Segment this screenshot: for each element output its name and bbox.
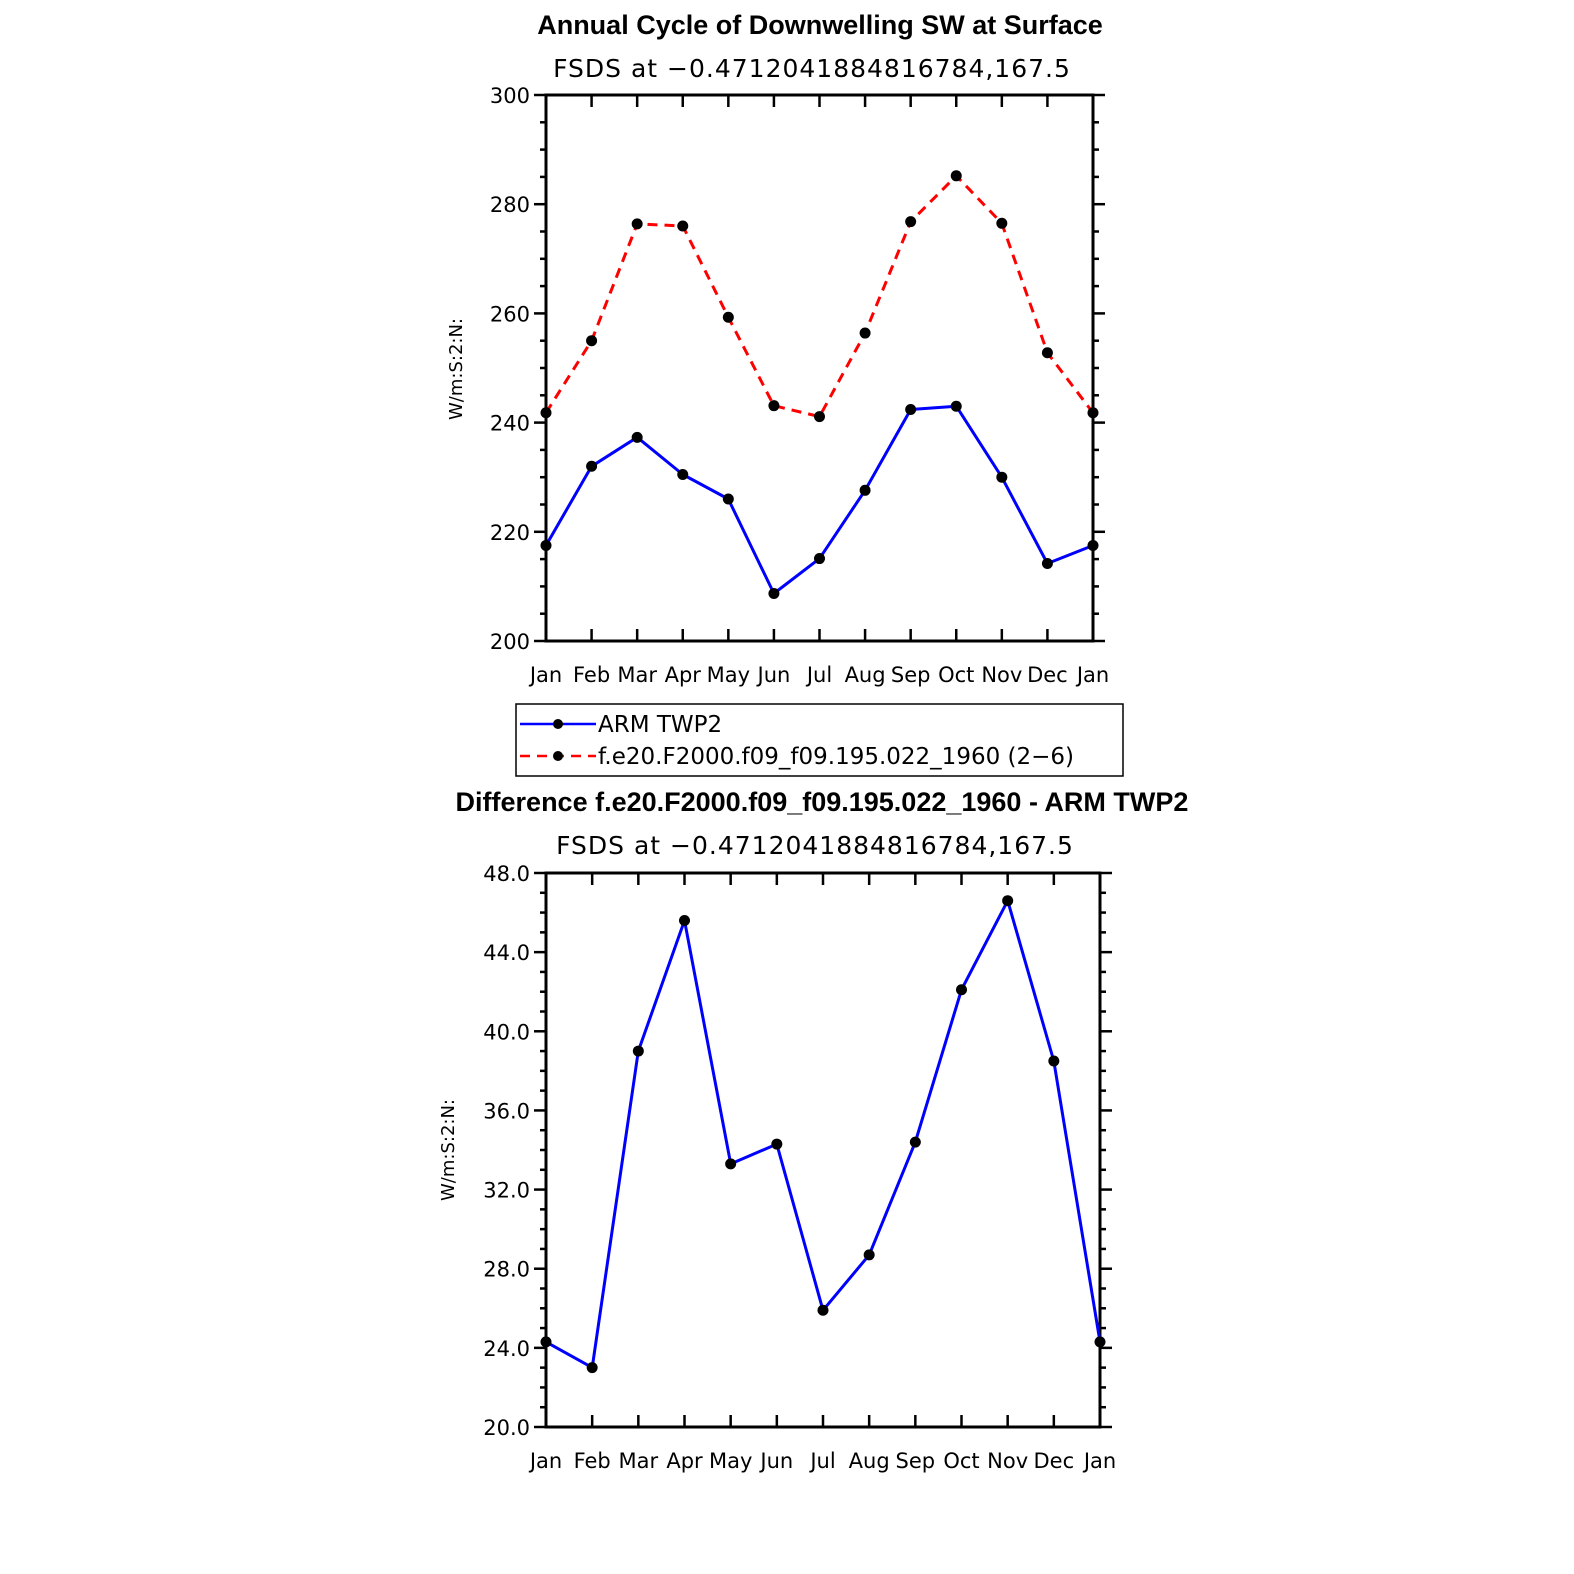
x-tick-label: Jan [528, 1449, 562, 1473]
data-point [722, 493, 734, 505]
data-point [540, 1336, 552, 1348]
data-point [859, 484, 871, 496]
x-tick-label: Sep [891, 663, 931, 687]
series-line-0 [544, 404, 1094, 595]
x-tick-label: Mar [617, 663, 657, 687]
x-tick-label: Jan [1075, 663, 1109, 687]
y-tick-label: 48.0 [483, 862, 530, 886]
data-point [950, 170, 962, 182]
data-point [771, 1138, 783, 1150]
x-tick-label: Feb [573, 663, 610, 687]
x-tick-label: Jan [1082, 1449, 1116, 1473]
x-tick-label: Jul [805, 663, 832, 687]
y-tick-label: 36.0 [483, 1099, 530, 1123]
data-point [540, 539, 552, 551]
data-point [768, 587, 780, 599]
y-tick-label: 300 [490, 84, 530, 108]
data-point [956, 984, 967, 996]
bottom-chart-title: Difference f.e20.F2000.f09_f09.195.022_1… [456, 787, 1189, 817]
data-point [586, 1362, 598, 1374]
y-tick-label: 260 [490, 302, 530, 326]
data-point [631, 431, 643, 443]
data-point [863, 1249, 875, 1261]
x-tick-label: May [707, 663, 750, 687]
data-point [814, 411, 825, 423]
y-tick-label: 280 [490, 193, 530, 217]
data-point [631, 218, 643, 230]
bottom-chart-plot-area: Jan Feb Mar Apr May Jun Jul Aug Sep Oct Nov Dec Jan 2… [483, 862, 1116, 1473]
x-tick-label: Jun [758, 1449, 793, 1473]
x-tick-label: Dec [1034, 1449, 1075, 1473]
top-chart-plot-area: Jan Feb Mar Apr May Jun Jul Aug Sep Oct Nov Dec Jan 2… [490, 84, 1109, 687]
legend: ARM TWP2 f.e20.F2000.f09_f09.195.022_196… [515, 703, 1124, 777]
x-tick-label: Jul [808, 1449, 835, 1473]
data-point [725, 1158, 737, 1170]
data-point [909, 1136, 921, 1148]
series-line-1 [544, 174, 1095, 419]
x-tick-label: Dec [1027, 663, 1068, 687]
y-tick-label: 240 [490, 412, 530, 436]
y-tick-label: 24.0 [483, 1337, 530, 1361]
legend-label-arm-twp2: ARM TWP2 [598, 712, 722, 738]
y-tick-label: 200 [490, 630, 530, 654]
y-tick-label: 44.0 [483, 941, 530, 965]
data-point [996, 471, 1008, 483]
data-point [1094, 1336, 1106, 1348]
x-tick-label: Sep [896, 1449, 936, 1473]
data-point [814, 553, 825, 565]
data-point [632, 1045, 644, 1057]
x-tick-label: Aug [849, 1449, 890, 1473]
x-tick-label: Jun [756, 663, 791, 687]
y-tick-label: 20.0 [483, 1416, 530, 1440]
x-tick-label: Apr [665, 663, 702, 687]
x-tick-label: Aug [845, 663, 886, 687]
y-tick-label: 32.0 [483, 1179, 530, 1203]
y-tick-label: 40.0 [483, 1020, 530, 1044]
top-chart-subtitle: FSDS at −0.4712041884816784,167.5 [553, 54, 1071, 83]
x-tick-label: May [709, 1449, 752, 1473]
y-tick-label: 220 [490, 521, 530, 545]
plot-frame [544, 871, 1102, 1429]
data-point [950, 400, 962, 412]
data-point [586, 460, 598, 472]
data-point [1041, 347, 1053, 359]
x-tick-label: Nov [987, 1449, 1028, 1473]
series-line-0 [545, 899, 1102, 1370]
data-point [677, 468, 689, 480]
data-point [905, 403, 917, 415]
legend-marker-arm-twp2 [553, 719, 563, 729]
x-tick-label: Apr [666, 1449, 703, 1473]
data-point [817, 1304, 829, 1316]
data-point [540, 407, 552, 419]
data-point [722, 311, 734, 323]
legend-label-model: f.e20.F2000.f09_f09.195.022_1960 (2−6) [598, 744, 1074, 770]
x-tick-label: Oct [943, 1449, 979, 1473]
data-point [996, 217, 1008, 229]
top-chart-ylabel: W/m:S:2:N: [446, 318, 467, 420]
top-chart-title: Annual Cycle of Downwelling SW at Surfac… [537, 10, 1103, 40]
data-point [859, 327, 871, 339]
data-point [768, 400, 780, 412]
data-point [1048, 1055, 1060, 1067]
bottom-chart-ylabel: W/m:S:2:N: [438, 1099, 459, 1201]
x-tick-label: Jan [528, 663, 562, 687]
x-tick-label: Mar [619, 1449, 659, 1473]
data-point [586, 335, 598, 347]
data-point [905, 216, 917, 228]
data-point [679, 914, 690, 926]
legend-marker-model [553, 751, 563, 761]
legend-box [515, 703, 1124, 777]
data-point [1087, 407, 1099, 419]
x-tick-label: Oct [938, 663, 974, 687]
y-tick-label: 28.0 [483, 1258, 530, 1282]
data-point [1041, 557, 1053, 569]
data-point [1087, 539, 1099, 551]
x-tick-label: Nov [981, 663, 1022, 687]
x-tick-label: Feb [574, 1449, 611, 1473]
bottom-chart-subtitle: FSDS at −0.4712041884816784,167.5 [556, 831, 1074, 860]
data-point [677, 220, 689, 232]
data-point [1002, 895, 1014, 907]
